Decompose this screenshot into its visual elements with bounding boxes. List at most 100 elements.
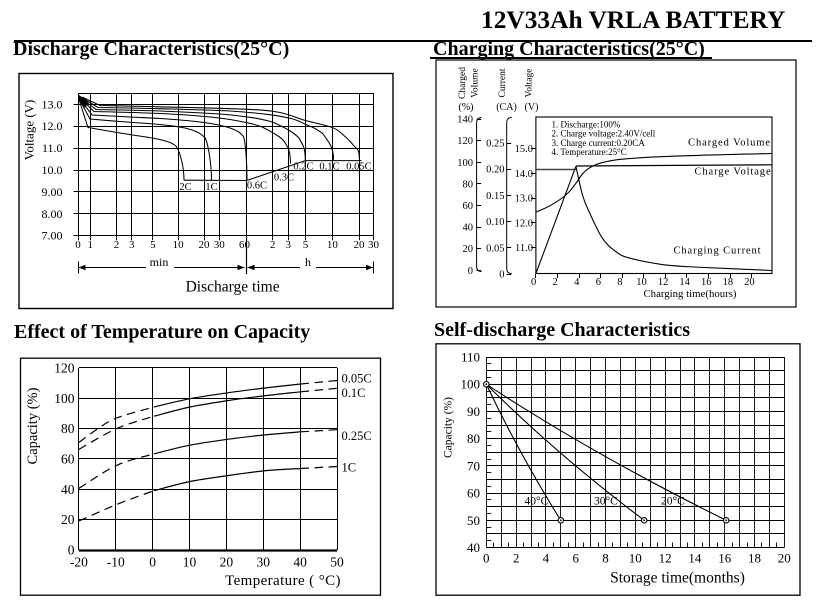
svg-text:12.0: 12.0 xyxy=(42,119,63,133)
svg-text:min: min xyxy=(150,255,169,269)
svg-text:Capacity (%): Capacity (%) xyxy=(25,387,41,464)
svg-text:0.10: 0.10 xyxy=(486,217,504,228)
svg-text:16: 16 xyxy=(718,551,732,566)
svg-text:Voltage (V): Voltage (V) xyxy=(22,100,37,161)
svg-text:Temperature ( °C): Temperature ( °C) xyxy=(225,573,341,589)
svg-text:Voltage: Voltage xyxy=(525,69,535,98)
svg-text:60: 60 xyxy=(467,486,480,501)
svg-text:10: 10 xyxy=(636,277,647,288)
svg-text:18: 18 xyxy=(723,277,734,288)
svg-text:h: h xyxy=(305,255,311,269)
svg-text:(V): (V) xyxy=(525,102,539,113)
svg-text:Capacity (%): Capacity (%) xyxy=(443,397,455,458)
svg-text:0: 0 xyxy=(149,555,156,570)
svg-text:10: 10 xyxy=(327,239,339,251)
svg-text:90: 90 xyxy=(467,404,480,419)
svg-text:20: 20 xyxy=(778,551,791,566)
svg-text:14: 14 xyxy=(679,277,690,288)
svg-text:70: 70 xyxy=(467,458,480,473)
svg-text:16: 16 xyxy=(701,277,712,288)
svg-text:3. Charge current:0.20CA: 3. Charge current:0.20CA xyxy=(552,138,646,148)
svg-text:15.0: 15.0 xyxy=(515,144,533,155)
svg-text:10: 10 xyxy=(173,239,185,251)
svg-text:0: 0 xyxy=(499,270,504,281)
svg-text:40: 40 xyxy=(61,482,75,497)
svg-text:9.00: 9.00 xyxy=(42,185,63,199)
svg-text:-10: -10 xyxy=(107,555,125,570)
svg-text:40: 40 xyxy=(463,223,474,234)
svg-text:-20: -20 xyxy=(70,555,88,570)
svg-text:140: 140 xyxy=(457,115,473,126)
svg-text:4: 4 xyxy=(543,551,550,566)
svg-text:2: 2 xyxy=(114,239,120,251)
svg-text:60: 60 xyxy=(239,239,251,251)
svg-text:80: 80 xyxy=(463,179,474,190)
svg-text:10.0: 10.0 xyxy=(42,163,63,177)
svg-text:8: 8 xyxy=(617,277,622,288)
svg-text:2C: 2C xyxy=(179,182,191,193)
svg-text:Volume: Volume xyxy=(471,68,481,97)
svg-text:30: 30 xyxy=(368,239,380,251)
svg-text:(%): (%) xyxy=(459,102,474,113)
svg-text:0: 0 xyxy=(468,266,473,277)
svg-text:60: 60 xyxy=(463,201,474,212)
svg-text:1C: 1C xyxy=(342,461,357,475)
svg-text:12: 12 xyxy=(659,551,672,566)
svg-text:14: 14 xyxy=(688,551,702,566)
svg-text:30°C: 30°C xyxy=(594,496,618,508)
svg-text:20: 20 xyxy=(463,244,474,255)
svg-text:11.0: 11.0 xyxy=(42,141,63,155)
svg-text:1C: 1C xyxy=(205,182,217,193)
svg-text:100: 100 xyxy=(461,377,481,392)
svg-text:Charged: Charged xyxy=(458,67,468,99)
svg-text:0.6C: 0.6C xyxy=(247,181,267,192)
svg-text:6: 6 xyxy=(596,277,601,288)
svg-text:12: 12 xyxy=(658,277,669,288)
svg-text:3: 3 xyxy=(129,239,135,251)
svg-text:1: 1 xyxy=(87,239,93,251)
svg-text:20: 20 xyxy=(354,239,366,251)
svg-text:11.0: 11.0 xyxy=(515,243,533,254)
svg-text:20: 20 xyxy=(61,512,75,527)
svg-text:0.15: 0.15 xyxy=(486,191,504,202)
svg-text:20: 20 xyxy=(744,277,755,288)
svg-text:0: 0 xyxy=(68,543,75,558)
svg-text:0.20: 0.20 xyxy=(486,165,504,176)
svg-text:Storage time(months): Storage time(months) xyxy=(610,570,745,587)
svg-text:50: 50 xyxy=(467,513,480,528)
svg-text:18: 18 xyxy=(748,551,761,566)
svg-text:2. Charge voltage:2.40V/cell: 2. Charge voltage:2.40V/cell xyxy=(552,129,656,139)
svg-text:5: 5 xyxy=(150,239,156,251)
svg-text:6: 6 xyxy=(572,551,579,566)
svg-text:Charged Volume: Charged Volume xyxy=(688,137,771,148)
svg-text:0.3C: 0.3C xyxy=(274,173,294,184)
svg-text:0: 0 xyxy=(75,239,81,251)
svg-text:8: 8 xyxy=(602,551,609,566)
svg-text:7.00: 7.00 xyxy=(42,229,63,243)
svg-text:10: 10 xyxy=(183,555,197,570)
svg-text:40: 40 xyxy=(293,555,307,570)
svg-text:0.05: 0.05 xyxy=(486,243,504,254)
svg-text:Charge Voltage: Charge Voltage xyxy=(694,167,771,178)
svg-text:20: 20 xyxy=(199,239,211,251)
svg-text:0.1C: 0.1C xyxy=(319,162,339,173)
svg-text:0.05C: 0.05C xyxy=(342,372,372,386)
svg-text:2: 2 xyxy=(553,277,558,288)
svg-text:110: 110 xyxy=(461,350,480,365)
svg-text:0: 0 xyxy=(483,551,490,566)
svg-text:Charging Current: Charging Current xyxy=(674,245,762,256)
svg-text:13.0: 13.0 xyxy=(42,97,63,111)
svg-text:20°C: 20°C xyxy=(661,496,685,508)
svg-text:30: 30 xyxy=(257,555,271,570)
svg-text:100: 100 xyxy=(457,158,473,169)
svg-text:100: 100 xyxy=(54,391,75,406)
svg-text:0.1C: 0.1C xyxy=(342,386,366,400)
svg-text:2: 2 xyxy=(270,239,276,251)
svg-text:80: 80 xyxy=(467,431,480,446)
svg-text:12.0: 12.0 xyxy=(515,218,533,229)
svg-text:4: 4 xyxy=(574,277,580,288)
svg-text:(CA): (CA) xyxy=(496,102,517,113)
svg-text:30: 30 xyxy=(214,239,226,251)
svg-text:3: 3 xyxy=(286,239,292,251)
svg-text:120: 120 xyxy=(54,360,75,375)
